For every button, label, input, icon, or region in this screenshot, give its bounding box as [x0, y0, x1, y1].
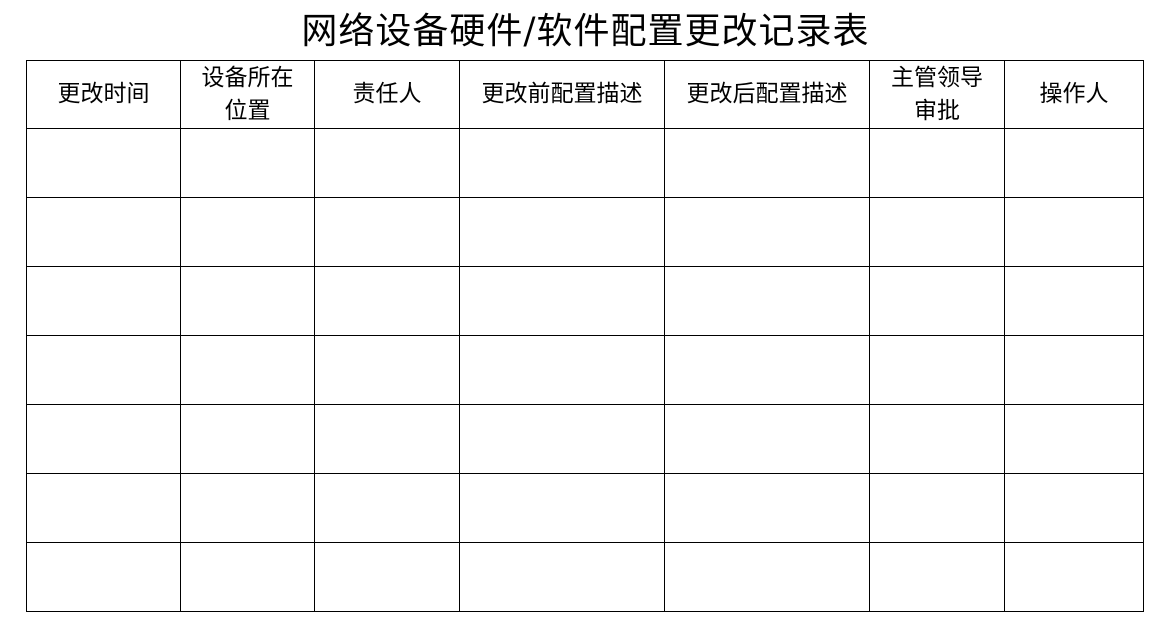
table-row — [26, 197, 1144, 267]
column-header-config-before: 更改前配置描述 — [459, 60, 665, 129]
cell-operator[interactable] — [1004, 404, 1144, 474]
table-row — [26, 128, 1144, 198]
cell-change-time[interactable] — [26, 128, 181, 198]
cell-device-location[interactable] — [180, 404, 315, 474]
cell-operator[interactable] — [1004, 197, 1144, 267]
cell-config-before[interactable] — [459, 197, 665, 267]
cell-config-after[interactable] — [664, 335, 870, 405]
cell-device-location[interactable] — [180, 473, 315, 543]
cell-supervisor-approval[interactable] — [869, 197, 1005, 267]
cell-config-after[interactable] — [664, 404, 870, 474]
header-line: 操作人 — [1039, 81, 1109, 107]
cell-operator[interactable] — [1004, 128, 1144, 198]
header-line: 设备所在 — [201, 64, 294, 91]
cell-device-location[interactable] — [180, 128, 315, 198]
cell-supervisor-approval[interactable] — [869, 473, 1005, 543]
column-header-responsible-person: 责任人 — [314, 60, 460, 129]
cell-supervisor-approval[interactable] — [869, 542, 1005, 612]
cell-responsible-person[interactable] — [314, 197, 460, 267]
header-line: 审批 — [914, 97, 960, 124]
cell-supervisor-approval[interactable] — [869, 128, 1005, 198]
table-row — [26, 542, 1144, 612]
cell-responsible-person[interactable] — [314, 404, 460, 474]
cell-config-before[interactable] — [459, 128, 665, 198]
cell-config-before[interactable] — [459, 473, 665, 543]
cell-responsible-person[interactable] — [314, 266, 460, 336]
cell-operator[interactable] — [1004, 473, 1144, 543]
table-row — [26, 266, 1144, 336]
cell-config-before[interactable] — [459, 404, 665, 474]
cell-device-location[interactable] — [180, 335, 315, 405]
header-line: 责任人 — [352, 81, 422, 107]
cell-operator[interactable] — [1004, 335, 1144, 405]
cell-supervisor-approval[interactable] — [869, 335, 1005, 405]
column-header-device-location: 设备所在 位置 — [180, 60, 315, 129]
table-row — [26, 473, 1144, 543]
document-title: 网络设备硬件/软件配置更改记录表 — [301, 11, 870, 52]
table-row — [26, 404, 1144, 474]
cell-config-after[interactable] — [664, 197, 870, 267]
cell-responsible-person[interactable] — [314, 335, 460, 405]
table-row — [26, 335, 1144, 405]
header-line: 更改后配置描述 — [686, 81, 848, 107]
cell-responsible-person[interactable] — [314, 542, 460, 612]
cell-responsible-person[interactable] — [314, 128, 460, 198]
cell-change-time[interactable] — [26, 197, 181, 267]
header-line: 位置 — [224, 97, 271, 124]
cell-operator[interactable] — [1004, 542, 1144, 612]
header-row: 更改时间 设备所在 位置 责任人 更改前配置描述 更改后配置描述 主管领导 审批 操作人 — [26, 60, 1144, 129]
cell-config-after[interactable] — [664, 542, 870, 612]
column-header-change-time: 更改时间 — [26, 60, 181, 129]
column-header-supervisor-approval: 主管领导 审批 — [869, 60, 1005, 129]
header-line: 更改时间 — [57, 81, 150, 107]
cell-change-time[interactable] — [26, 473, 181, 543]
cell-change-time[interactable] — [26, 335, 181, 405]
change-record-table: 更改时间 设备所在 位置 责任人 更改前配置描述 更改后配置描述 主管领导 审批 操作人 — [26, 60, 1144, 612]
cell-responsible-person[interactable] — [314, 473, 460, 543]
cell-device-location[interactable] — [180, 542, 315, 612]
cell-config-after[interactable] — [664, 128, 870, 198]
cell-supervisor-approval[interactable] — [869, 404, 1005, 474]
cell-config-after[interactable] — [664, 266, 870, 336]
header-line: 更改前配置描述 — [481, 81, 643, 107]
cell-change-time[interactable] — [26, 266, 181, 336]
cell-device-location[interactable] — [180, 197, 315, 267]
cell-config-after[interactable] — [664, 473, 870, 543]
header-line: 主管领导 — [891, 64, 983, 91]
cell-device-location[interactable] — [180, 266, 315, 336]
cell-change-time[interactable] — [26, 542, 181, 612]
column-header-operator: 操作人 — [1004, 60, 1144, 129]
cell-config-before[interactable] — [459, 266, 665, 336]
column-header-config-after: 更改后配置描述 — [664, 60, 870, 129]
cell-supervisor-approval[interactable] — [869, 266, 1005, 336]
cell-operator[interactable] — [1004, 266, 1144, 336]
cell-change-time[interactable] — [26, 404, 181, 474]
cell-config-before[interactable] — [459, 335, 665, 405]
cell-config-before[interactable] — [459, 542, 665, 612]
